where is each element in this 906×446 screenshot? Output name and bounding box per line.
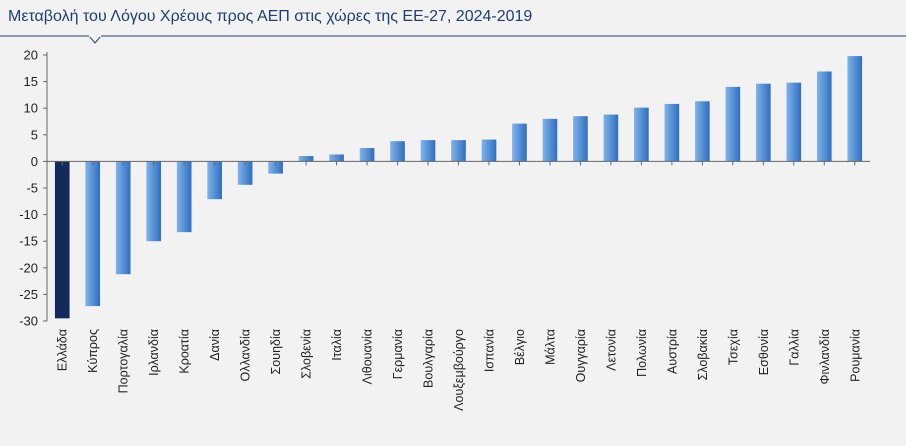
bar-2 bbox=[115, 161, 131, 275]
x-category-label: Λουξεμβούργο bbox=[452, 329, 466, 411]
x-category-label: Κύπρος bbox=[86, 329, 100, 373]
x-category-label: Ρουμανία bbox=[848, 329, 862, 382]
bar-17 bbox=[573, 116, 588, 162]
bar-24 bbox=[786, 82, 802, 162]
bars-group bbox=[54, 56, 863, 319]
bar-5 bbox=[207, 161, 222, 200]
x-category-label: Τσεχία bbox=[726, 329, 740, 365]
bar-14 bbox=[481, 139, 497, 162]
bar-9 bbox=[329, 154, 344, 162]
x-category-label: Ισπανία bbox=[482, 329, 496, 372]
bar-6 bbox=[237, 161, 253, 185]
bar-19 bbox=[634, 107, 649, 162]
x-category-label: Δανία bbox=[208, 329, 222, 361]
y-axis: 20 15 10 5 0 -5 -10 -15 -20 -25 -30 bbox=[19, 48, 48, 329]
bar-1 bbox=[85, 161, 101, 307]
y-tick-label: 10 bbox=[24, 101, 38, 116]
bar-23 bbox=[756, 83, 771, 162]
x-category-label: Ιταλία bbox=[330, 329, 344, 361]
y-tick-label: -20 bbox=[19, 260, 38, 275]
x-category-label: Πολωνία bbox=[635, 329, 649, 377]
y-tick-label: -25 bbox=[19, 287, 38, 302]
x-category-label: Βέλγιο bbox=[513, 329, 527, 365]
bar-22 bbox=[725, 86, 741, 162]
x-category-label: Εσθονία bbox=[757, 329, 771, 375]
x-category-label: Ολλανδία bbox=[239, 329, 253, 381]
x-category-label: Γερμανία bbox=[391, 329, 405, 379]
bar-18 bbox=[603, 114, 619, 162]
x-category-label: Σλοβακία bbox=[696, 329, 710, 380]
x-category-label: Ελλάδα bbox=[56, 329, 70, 371]
x-category-label: Γαλλία bbox=[787, 329, 801, 366]
x-category-label: Σουηδία bbox=[269, 329, 283, 374]
x-category-label: Φινλανδία bbox=[818, 329, 832, 385]
bar-8 bbox=[298, 156, 314, 162]
x-category-label: Ουγγαρία bbox=[574, 329, 588, 382]
bar-26 bbox=[847, 56, 863, 162]
x-category-label: Αυστρία bbox=[665, 329, 679, 374]
y-tick-label: -30 bbox=[19, 314, 38, 329]
bar-12 bbox=[420, 140, 436, 162]
bar-15 bbox=[512, 123, 527, 162]
x-category-label: Βουλγαρία bbox=[422, 329, 436, 388]
x-category-label: Λετονία bbox=[604, 329, 618, 371]
x-axis: Ελλάδα Κύπρος Πορτογαλία Ιρλανδία Κροατία Δαν… bbox=[47, 160, 870, 411]
bar-16 bbox=[542, 118, 558, 162]
y-tick-label: 20 bbox=[24, 48, 38, 63]
x-category-label: Κροατία bbox=[178, 329, 192, 374]
bar-21 bbox=[695, 101, 710, 162]
y-tick-label: 0 bbox=[31, 154, 38, 169]
bar-25 bbox=[816, 71, 832, 162]
x-category-label: Σλοβενία bbox=[300, 329, 314, 379]
x-category-label: Λιθουανία bbox=[361, 329, 375, 384]
bar-0 bbox=[54, 161, 70, 319]
y-tick-label: 15 bbox=[24, 74, 38, 89]
bar-7 bbox=[268, 161, 283, 174]
bar-10 bbox=[359, 148, 375, 162]
y-tick-label: -10 bbox=[19, 207, 38, 222]
bar-4 bbox=[176, 161, 192, 233]
y-tick-label: -15 bbox=[19, 234, 38, 249]
y-tick-label: -5 bbox=[26, 181, 38, 196]
bar-3 bbox=[146, 161, 161, 242]
bar-13 bbox=[451, 140, 466, 162]
bar-20 bbox=[664, 103, 680, 162]
bar-11 bbox=[390, 141, 405, 162]
x-category-label: Ιρλανδία bbox=[147, 329, 161, 376]
y-tick-label: 5 bbox=[31, 127, 38, 142]
x-category-label: Πορτογαλία bbox=[117, 329, 131, 393]
x-category-label: Μάλτα bbox=[543, 329, 557, 365]
title-rule bbox=[0, 35, 906, 44]
chart-title: Μεταβολή του Λόγου Χρέους προς ΑΕΠ στις … bbox=[8, 8, 533, 25]
